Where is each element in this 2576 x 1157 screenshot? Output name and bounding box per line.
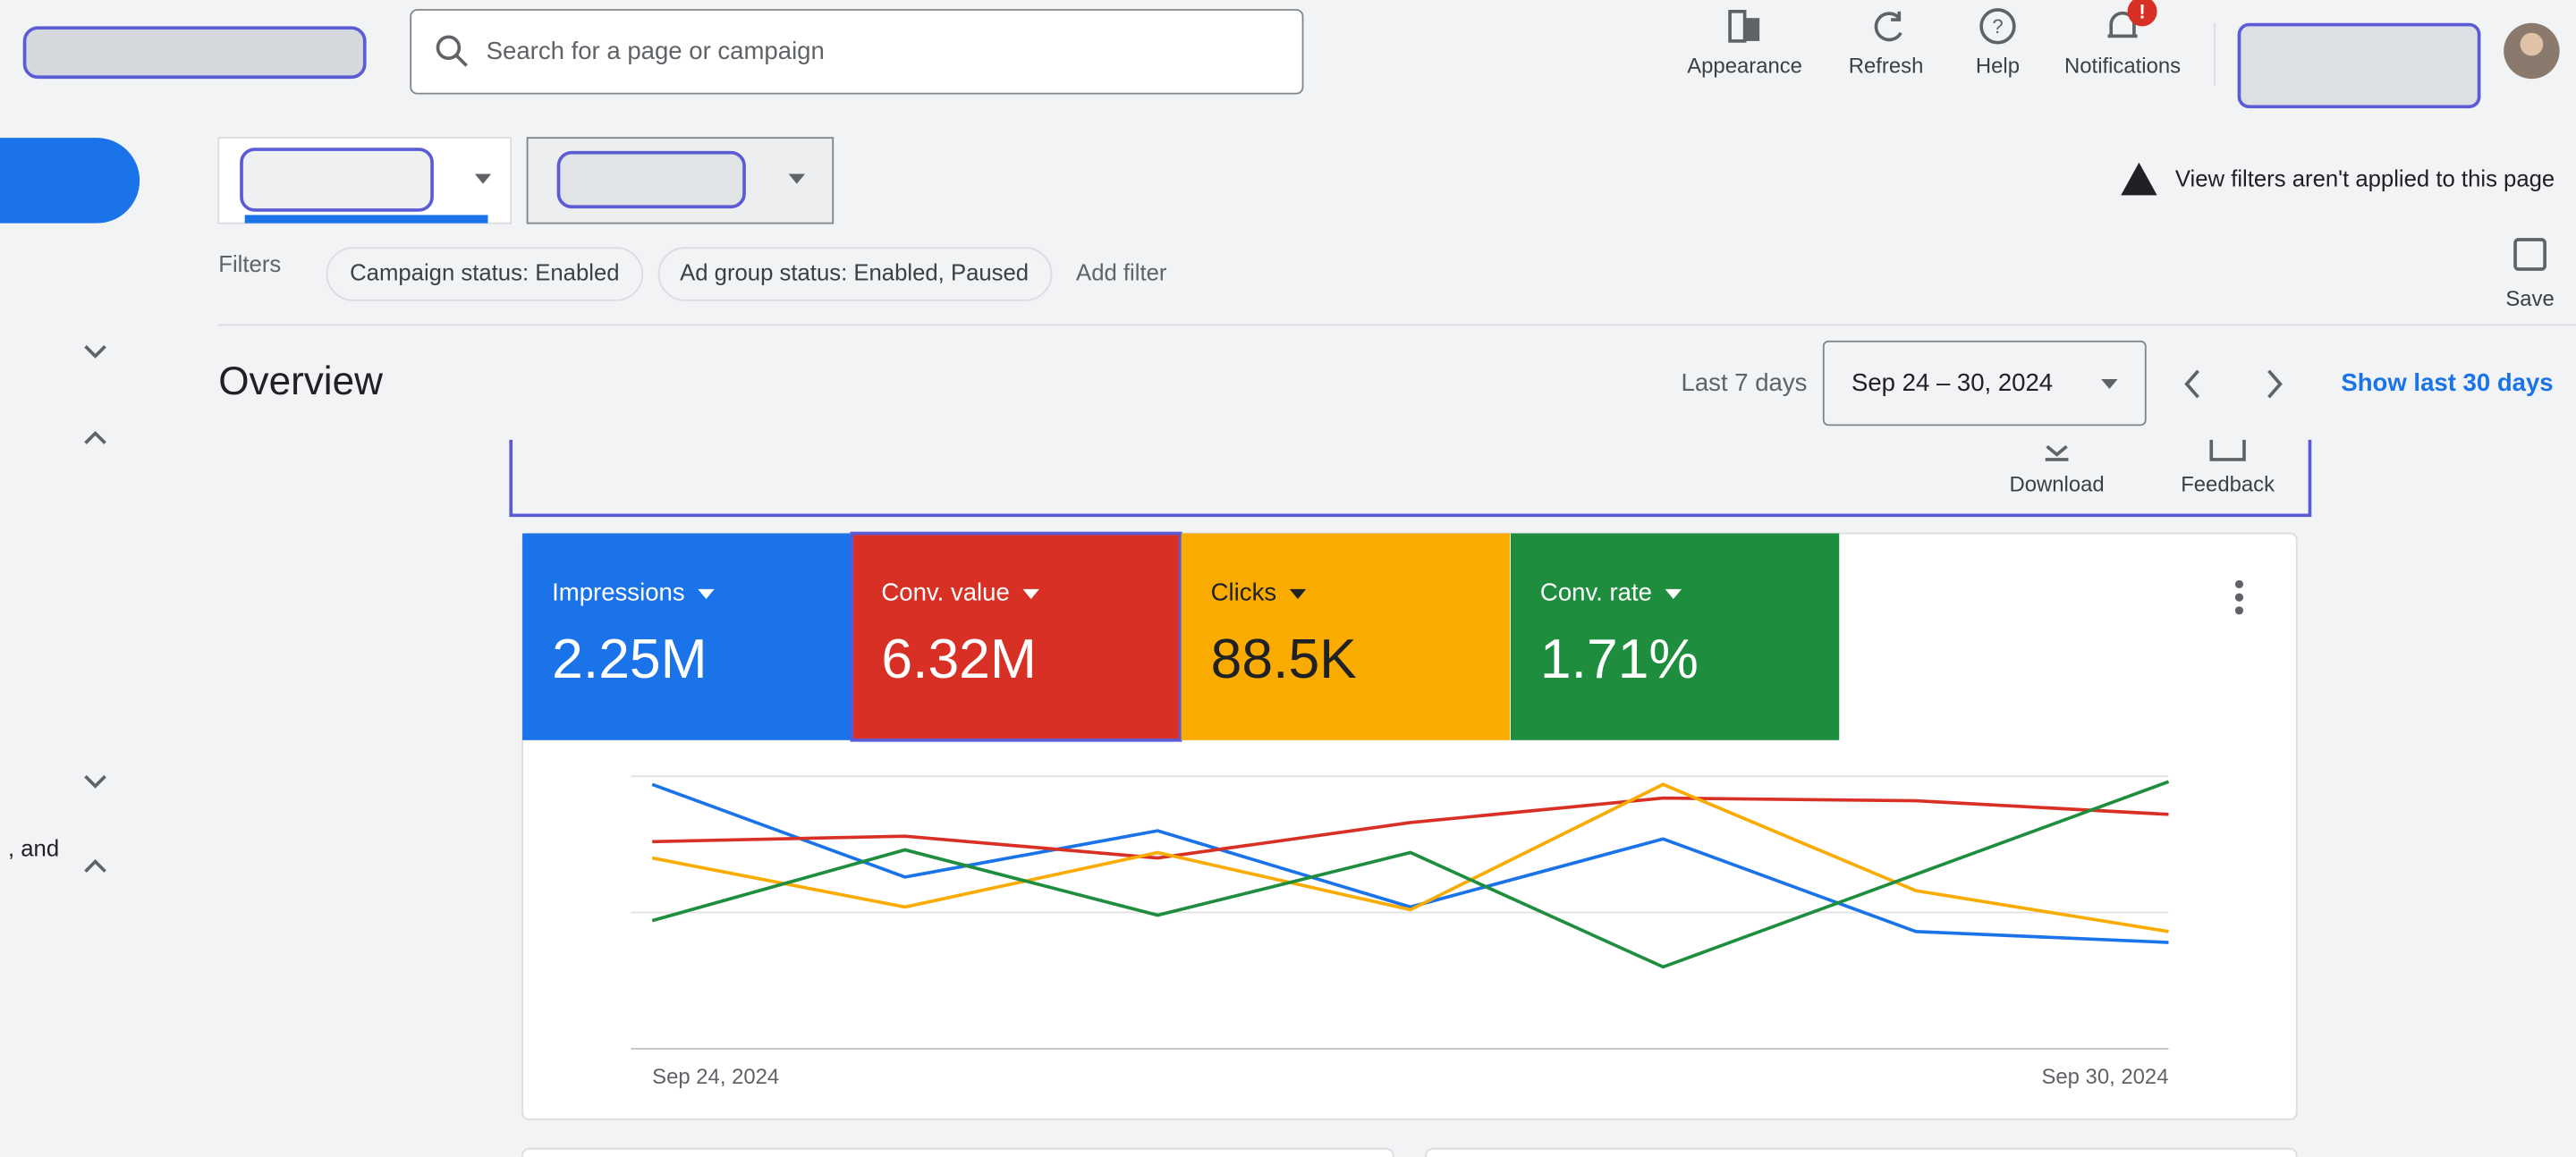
metric-total: 2.25M [552, 628, 708, 690]
save-button[interactable]: Save [2505, 287, 2554, 311]
add-filter[interactable]: Add filter [1076, 260, 1167, 285]
more-menu[interactable] [2235, 580, 2243, 588]
date-range: Sep 24 – 30, 2024 [1852, 368, 2053, 396]
legend-label: Clicks [1211, 578, 1276, 606]
avatar [2521, 33, 2544, 56]
refresh-button[interactable]: Refresh [1849, 55, 1924, 79]
more-menu [2235, 594, 2243, 602]
account-switcher[interactable] [2239, 25, 2479, 107]
filter-chip-text: Campaign status: Enabled [350, 260, 619, 285]
legend-label: Impressions [552, 578, 684, 606]
account-logo[interactable] [25, 28, 365, 77]
selector-underline [245, 215, 488, 223]
appearance-button[interactable]: Appearance [1687, 55, 1802, 79]
notifications-button[interactable]: Notifications [2064, 55, 2181, 79]
card [1426, 1149, 2296, 1157]
notification-badge-text: ! [2139, 1, 2145, 23]
range-label: Last 7 days [1682, 368, 1808, 396]
metric-tiles: Impressions 2.25M Conv. value 6.32M Clicks 88… [522, 534, 1839, 740]
filters-label: Filters [218, 252, 281, 277]
filter-chip-text: Ad group status: Enabled, Paused [680, 260, 1029, 285]
create-button[interactable] [0, 138, 140, 223]
metric-total: 6.32M [881, 628, 1037, 690]
x-tick-label: Sep 24, 2024 [652, 1065, 779, 1089]
more-menu [2235, 606, 2243, 614]
x-tick-label: Sep 30, 2024 [2041, 1065, 2168, 1089]
search-placeholder: Search for a page or campaign [487, 37, 825, 64]
legend-label: Conv. value [881, 578, 1009, 606]
show-last-30-days[interactable]: Show last 30 days [2341, 368, 2553, 396]
overview-title: Overview [218, 359, 383, 403]
help-icon: ? [1992, 15, 2003, 38]
download-button[interactable]: Download [2010, 473, 2105, 497]
ad-group-selector-value [558, 153, 744, 207]
card [522, 1149, 1393, 1157]
campaign-selector-value [242, 149, 432, 210]
feedback-button[interactable]: Feedback [2181, 473, 2275, 497]
metric-total: 88.5K [1211, 628, 1357, 690]
legend-label: Conv. rate [1540, 578, 1652, 606]
sidebar-text: , and [8, 837, 59, 862]
metric-total: 1.71% [1540, 628, 1699, 690]
help-button[interactable]: Help [1976, 55, 2020, 79]
filters-notice: View filters aren't applied to this page [2175, 167, 2555, 192]
